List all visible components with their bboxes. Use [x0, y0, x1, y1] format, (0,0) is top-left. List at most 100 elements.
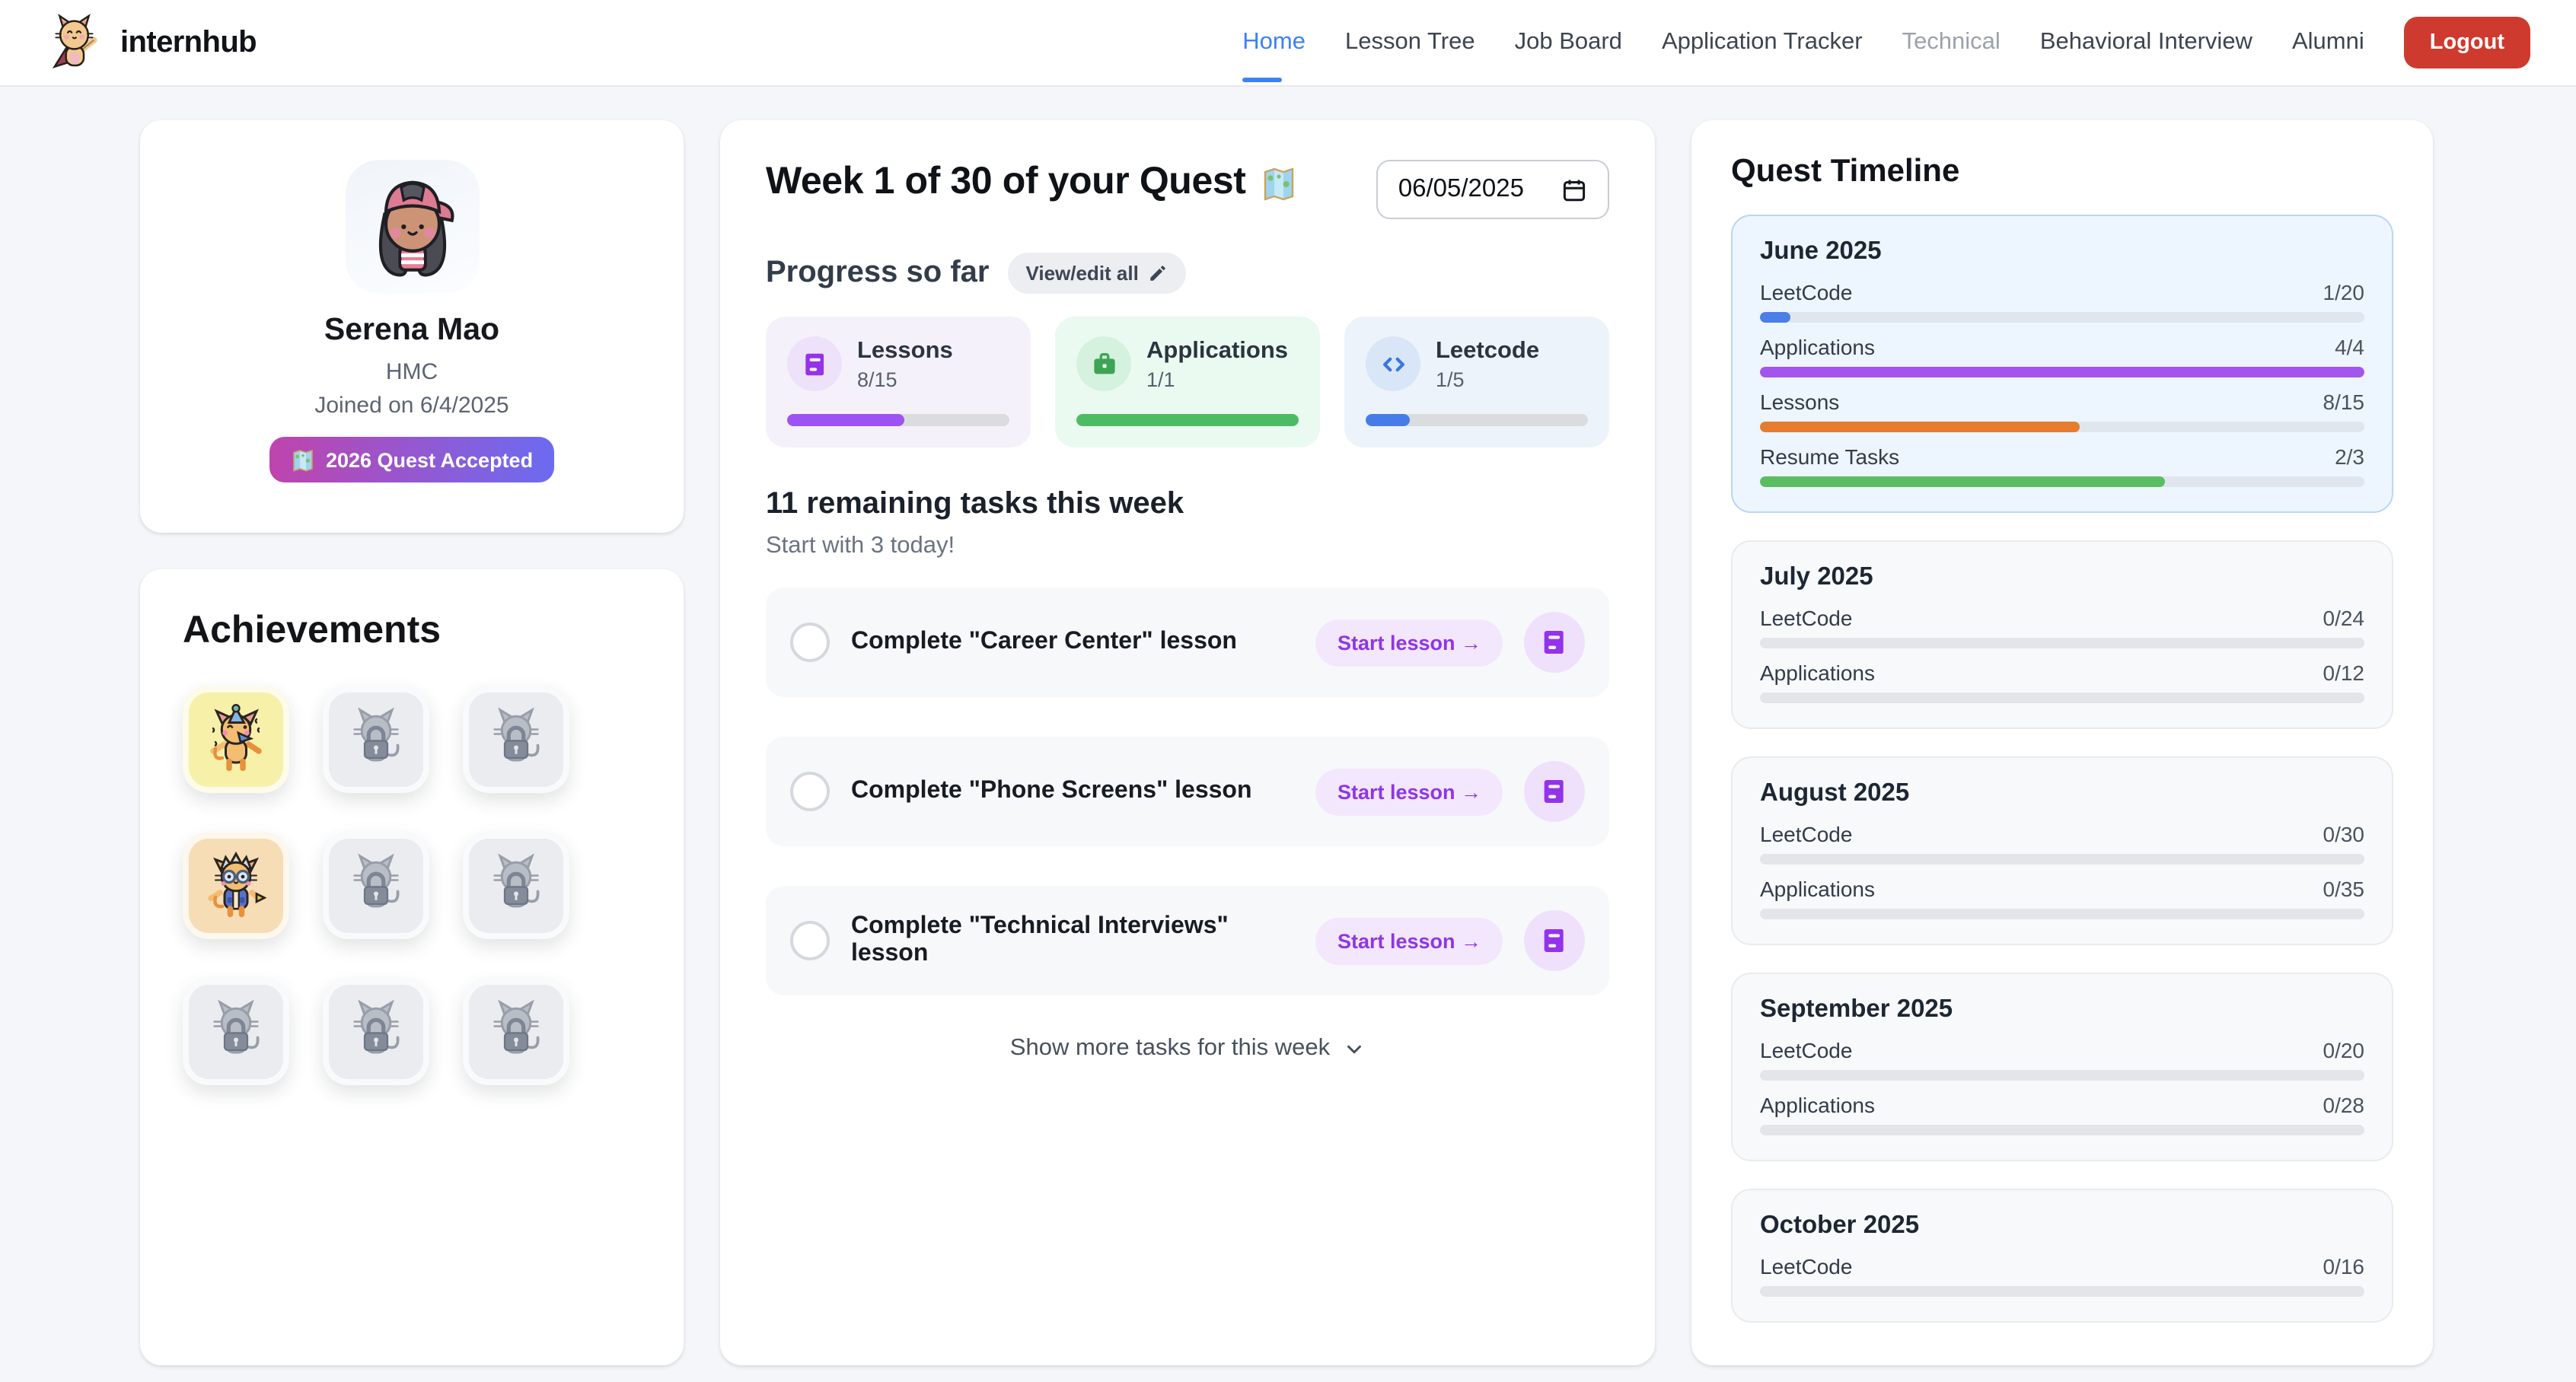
achievement-tile[interactable] [323, 833, 429, 939]
metric-bar-fill [1760, 422, 2080, 432]
tasks-list: Complete "Career Center" lesson Start le… [766, 588, 1609, 995]
progress-bar-fill [1366, 414, 1411, 426]
task-row: Complete "Phone Screens" lesson Start le… [766, 737, 1609, 846]
nav-item-application-tracker[interactable]: Application Tracker [1661, 29, 1863, 55]
metric-value: 0/20 [2323, 1038, 2365, 1062]
nav-item-behavioral-interview[interactable]: Behavioral Interview [2039, 29, 2252, 55]
achievements-grid [183, 686, 641, 1085]
progress-card-leetcode: Leetcode 1/5 [1344, 317, 1609, 447]
weekly-quest-card: Week 1 of 30 of your Quest 06/05/2025 Pr… [720, 120, 1655, 1365]
metric-label: Resume Tasks [1760, 444, 1900, 469]
brand[interactable]: internhub [46, 12, 257, 73]
title-row: Week 1 of 30 of your Quest 06/05/2025 [766, 160, 1609, 219]
metric-label: LeetCode [1760, 606, 1853, 630]
locked-cat-icon [340, 703, 413, 776]
timeline-metric: LeetCode 0/16 [1760, 1254, 2364, 1297]
achievement-tile[interactable] [463, 833, 569, 939]
progress-card-label: Applications [1146, 337, 1289, 363]
timeline-metric: Applications 0/28 [1760, 1093, 2364, 1135]
date-input[interactable]: 06/05/2025 [1376, 160, 1609, 219]
metric-bar-fill [1760, 312, 1790, 323]
metric-bar-track [1760, 1286, 2364, 1297]
timeline-month-august-2025: August 2025 LeetCode 0/30 Applications 0… [1731, 756, 2393, 945]
metric-value: 2/3 [2335, 444, 2364, 469]
progress-card-value: 1/5 [1436, 368, 1465, 390]
metric-value: 1/20 [2323, 280, 2365, 304]
progress-card-label: Lessons [857, 337, 953, 363]
month-title: July 2025 [1760, 563, 1873, 591]
view-edit-all-button[interactable]: View/edit all [1007, 253, 1186, 294]
achievement-tile[interactable] [323, 979, 429, 1085]
party-cat-icon [199, 703, 273, 776]
lesson-book-button[interactable] [1524, 612, 1585, 673]
timeline-months: June 2025 LeetCode 1/20 Applications 4/4… [1731, 215, 2393, 1323]
profile-joined-date: Joined on 6/4/2025 [314, 393, 509, 419]
top-nav-bar: internhub Home Lesson Tree Job Board Applic… [0, 0, 2576, 87]
metric-value: 8/15 [2323, 390, 2365, 414]
progress-bar-track [1076, 414, 1299, 426]
achievement-tile[interactable] [463, 686, 569, 793]
metric-bar-fill [1760, 476, 2165, 487]
achievement-tile[interactable] [463, 979, 569, 1085]
task-row: Complete "Technical Interviews" lesson S… [766, 886, 1609, 995]
task-label: Complete "Phone Screens" lesson [851, 778, 1252, 804]
tasks-heading: 11 remaining tasks this week [766, 487, 1184, 521]
metric-label: Applications [1760, 335, 1875, 359]
metric-label: Applications [1760, 1093, 1875, 1117]
metric-label: Lessons [1760, 390, 1840, 414]
metric-value: 4/4 [2335, 335, 2364, 359]
book-icon [1539, 776, 1570, 807]
metric-label: LeetCode [1760, 822, 1853, 846]
timeline-month-june-2025: June 2025 LeetCode 1/20 Applications 4/4… [1731, 215, 2393, 513]
task-checkbox[interactable] [790, 921, 830, 960]
nav-item-home[interactable]: Home [1242, 29, 1306, 82]
cat-logo-icon [46, 12, 107, 73]
nav-item-technical[interactable]: Technical [1902, 29, 2001, 55]
locked-cat-icon [480, 703, 553, 776]
metric-label: LeetCode [1760, 1038, 1853, 1062]
metric-value: 0/28 [2323, 1093, 2365, 1117]
profile-school: HMC [385, 359, 438, 385]
achievement-tile[interactable] [183, 686, 289, 793]
progress-card-label: Leetcode [1436, 337, 1540, 363]
timeline-metric: Applications 4/4 [1760, 335, 2364, 377]
lesson-book-button[interactable] [1524, 910, 1585, 971]
quest-timeline-card: Quest Timeline June 2025 LeetCode 1/20 A… [1691, 120, 2433, 1365]
timeline-metric: LeetCode 0/20 [1760, 1038, 2364, 1081]
avatar [345, 160, 479, 294]
metric-bar-track [1760, 367, 2364, 377]
avatar-girl-icon [351, 166, 473, 288]
lesson-book-button[interactable] [1524, 761, 1585, 822]
achievement-tile[interactable] [183, 979, 289, 1085]
metric-label: LeetCode [1760, 1254, 1853, 1279]
book-icon [1539, 627, 1570, 658]
book-icon [1539, 925, 1570, 956]
start-lesson-button[interactable]: Start lesson → [1315, 917, 1503, 964]
achievement-tile[interactable] [183, 833, 289, 939]
logout-button[interactable]: Logout [2403, 17, 2530, 68]
task-checkbox[interactable] [790, 772, 830, 811]
content: Serena Mao HMC Joined on 6/4/2025 2026 Q… [0, 87, 2576, 1365]
tasks-subheading: Start with 3 today! [766, 533, 955, 559]
pencil-icon [1148, 263, 1168, 283]
progress-card-applications: Applications 1/1 [1055, 317, 1320, 447]
timeline-metric: LeetCode 0/30 [1760, 822, 2364, 865]
nav-item-alumni[interactable]: Alumni [2291, 29, 2364, 55]
timeline-month-july-2025: July 2025 LeetCode 0/24 Applications 0/1… [1731, 540, 2393, 729]
quest-accepted-badge: 2026 Quest Accepted [269, 437, 555, 482]
page-title: Week 1 of 30 of your Quest [766, 160, 1298, 204]
achievement-tile[interactable] [323, 686, 429, 793]
metric-label: LeetCode [1760, 280, 1853, 304]
task-checkbox[interactable] [790, 623, 830, 662]
progress-heading: Progress so far [766, 256, 990, 289]
nav-item-lesson-tree[interactable]: Lesson Tree [1344, 29, 1475, 55]
start-lesson-button[interactable]: Start lesson → [1315, 768, 1503, 815]
nav-item-job-board[interactable]: Job Board [1514, 29, 1622, 55]
month-title: October 2025 [1760, 1212, 1920, 1239]
metric-bar-track [1760, 1125, 2364, 1135]
start-lesson-button[interactable]: Start lesson → [1315, 619, 1503, 666]
show-more-button[interactable]: Show more tasks for this week [1010, 1035, 1365, 1062]
timeline-metric: Applications 0/35 [1760, 877, 2364, 919]
profile-card: Serena Mao HMC Joined on 6/4/2025 2026 Q… [140, 120, 684, 533]
